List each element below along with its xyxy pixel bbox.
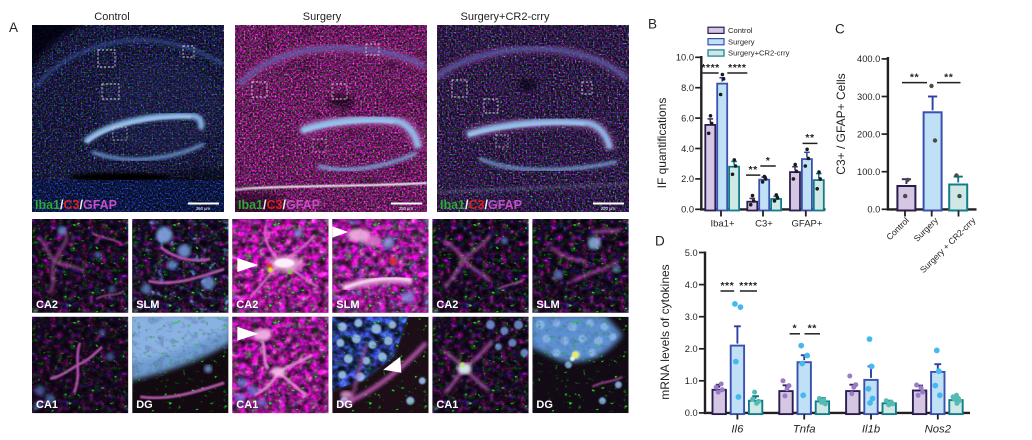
svg-text:10.0: 10.0 — [676, 53, 694, 63]
svg-text:5.0: 5.0 — [685, 248, 698, 258]
svg-text:100.0: 100.0 — [857, 167, 880, 177]
svg-text:B: B — [648, 17, 657, 32]
svg-text:**: ** — [944, 71, 954, 83]
svg-text:Surgery: Surgery — [303, 11, 342, 23]
svg-text:4.0: 4.0 — [685, 280, 698, 290]
svg-text:CA2: CA2 — [36, 299, 58, 311]
svg-text:1.0: 1.0 — [685, 376, 698, 386]
svg-text:SLM: SLM — [536, 299, 559, 311]
svg-text:Control: Control — [884, 215, 911, 242]
svg-text:0.0: 0.0 — [685, 408, 698, 418]
svg-text:Surgery+CR2-crry: Surgery+CR2-crry — [461, 11, 550, 23]
svg-text:CA1: CA1 — [236, 399, 258, 411]
svg-text:DG: DG — [536, 399, 553, 411]
svg-text:*: * — [793, 323, 798, 335]
svg-text:****: **** — [739, 280, 758, 292]
svg-text:Nos2: Nos2 — [925, 424, 952, 436]
svg-text:Il6: Il6 — [731, 424, 744, 436]
svg-text:CA2: CA2 — [236, 299, 258, 311]
svg-text:C3+: C3+ — [755, 219, 773, 230]
svg-text:Iba1/C3/GFAP: Iba1/C3/GFAP — [440, 198, 522, 212]
svg-text:4.0: 4.0 — [681, 144, 694, 154]
svg-text:GFAP+: GFAP+ — [792, 219, 823, 230]
svg-text:Tnfa: Tnfa — [793, 424, 816, 436]
svg-text:****: **** — [728, 62, 747, 74]
svg-text:Surgery: Surgery — [912, 215, 941, 244]
svg-text:**: ** — [749, 164, 759, 176]
svg-text:400.0: 400.0 — [857, 54, 880, 64]
svg-text:A: A — [9, 20, 18, 35]
svg-text:DG: DG — [336, 399, 353, 411]
svg-text:2.0: 2.0 — [685, 344, 698, 354]
svg-text:250 µm: 250 µm — [399, 206, 414, 211]
svg-text:300.0: 300.0 — [857, 92, 880, 102]
svg-text:2.0: 2.0 — [681, 174, 694, 184]
svg-text:CA1: CA1 — [36, 399, 58, 411]
svg-text:SLM: SLM — [136, 299, 159, 311]
svg-text:Control: Control — [728, 26, 753, 35]
svg-text:3.0: 3.0 — [685, 312, 698, 322]
svg-text:Surgery: Surgery — [728, 37, 755, 46]
svg-text:Il1b: Il1b — [862, 424, 880, 436]
svg-text:250 µm: 250 µm — [601, 206, 616, 211]
svg-text:****: **** — [701, 62, 720, 74]
svg-text:SLM: SLM — [336, 299, 359, 311]
svg-text:C3+ / GFAP+ Cells: C3+ / GFAP+ Cells — [834, 73, 848, 174]
svg-text:**: ** — [805, 132, 815, 144]
svg-text:Iba1+: Iba1+ — [710, 219, 734, 230]
svg-text:D: D — [655, 234, 665, 249]
svg-text:C: C — [835, 22, 845, 37]
svg-text:Iba1/C3/GFAP: Iba1/C3/GFAP — [35, 198, 117, 212]
svg-text:Surgery+CR2-crry: Surgery+CR2-crry — [728, 49, 790, 58]
svg-text:200.0: 200.0 — [857, 129, 880, 139]
svg-text:***: *** — [720, 280, 734, 292]
svg-text:CA2: CA2 — [436, 299, 458, 311]
svg-text:*: * — [766, 155, 771, 167]
svg-text:0.0: 0.0 — [681, 205, 694, 215]
svg-text:CA1: CA1 — [436, 399, 458, 411]
svg-text:Iba1/C3/GFAP: Iba1/C3/GFAP — [238, 198, 320, 212]
svg-text:DG: DG — [136, 399, 153, 411]
svg-text:Control: Control — [94, 11, 129, 23]
svg-text:IF quantifications: IF quantifications — [655, 98, 669, 189]
svg-text:6.0: 6.0 — [681, 113, 694, 123]
svg-text:**: ** — [808, 323, 818, 335]
svg-text:0.0: 0.0 — [867, 205, 880, 215]
svg-text:250 µm: 250 µm — [196, 206, 211, 211]
svg-text:mRNA levels of cytokines: mRNA levels of cytokines — [658, 264, 672, 399]
svg-text:8.0: 8.0 — [681, 83, 694, 93]
svg-text:**: ** — [910, 71, 920, 83]
